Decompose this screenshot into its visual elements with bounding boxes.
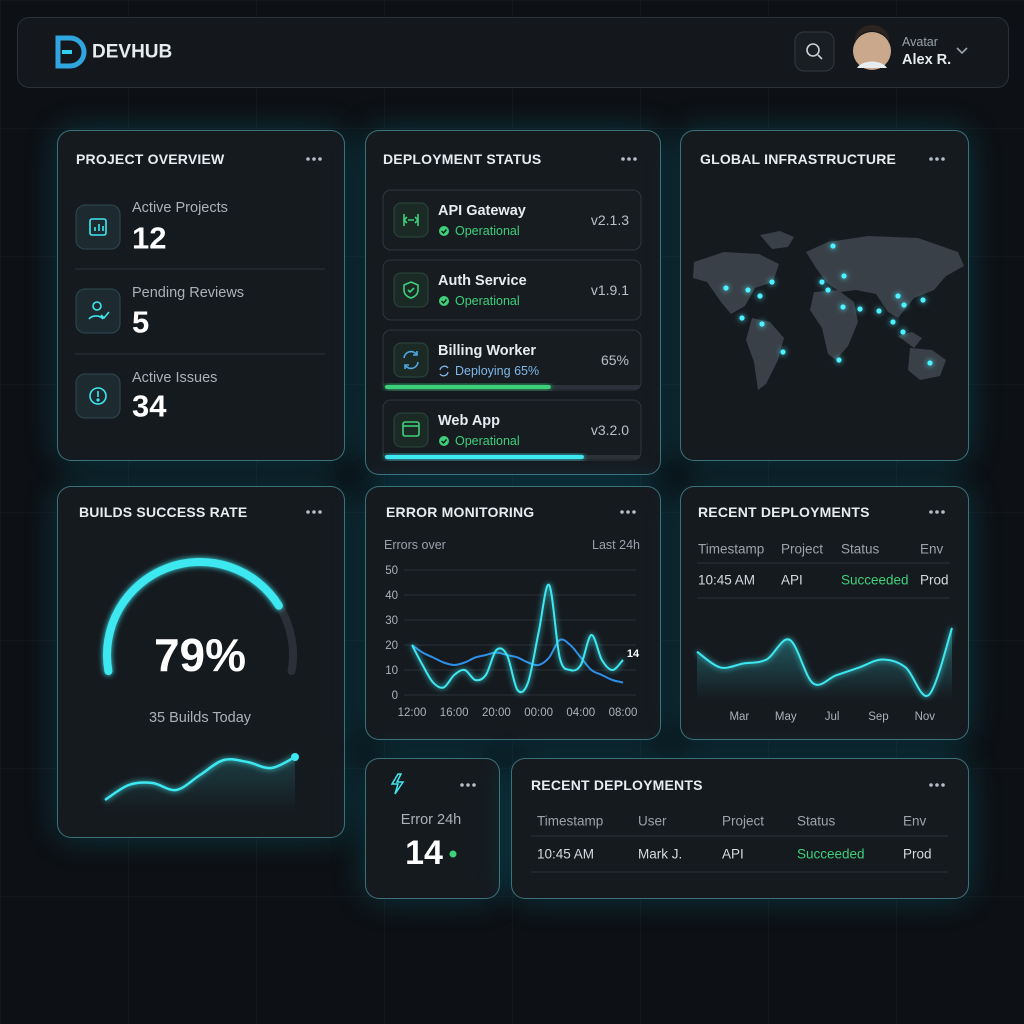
metric-label: Error 24h: [400, 811, 462, 828]
column-header: Project: [722, 813, 765, 829]
service-status: Deploying 65%: [455, 363, 540, 378]
metric-label: Pending Reviews: [132, 284, 245, 301]
table-cell: Succeeded: [841, 572, 909, 588]
user-name: Alex R.: [902, 51, 952, 68]
chart-period: Last 24h: [592, 537, 640, 552]
table-cell: 10:45 AM: [698, 572, 756, 588]
global-infrastructure-card: [680, 130, 969, 461]
card-title: GLOBAL INFRASTRUCTURE: [700, 151, 897, 167]
table-cell: Prod: [903, 846, 932, 862]
service-status: Operational: [455, 223, 520, 238]
card-title: RECENT DEPLOYMENTS: [698, 504, 870, 520]
service-version: v2.1.3: [590, 212, 629, 228]
table-cell: API: [722, 846, 744, 862]
table-cell: Prod: [920, 572, 949, 588]
column-header: Status: [841, 541, 880, 557]
service-name: Billing Worker: [438, 342, 537, 359]
card-title: PROJECT OVERVIEW: [76, 151, 225, 167]
table-cell: Succeeded: [797, 846, 865, 862]
card-title: ERROR MONITORING: [386, 504, 535, 520]
table-cell: 10:45 AM: [537, 846, 595, 862]
column-header: User: [638, 813, 667, 829]
brand: DEVHUB: [92, 41, 173, 63]
table-cell: Mark J.: [638, 846, 683, 862]
metric-label: Active Issues: [132, 369, 218, 386]
chart-subtitle: Errors over: [384, 537, 446, 552]
service-version: v1.9.1: [590, 282, 629, 298]
top-bar: [17, 17, 1009, 88]
service-version: 65%: [600, 352, 629, 368]
service-status: Operational: [455, 293, 520, 308]
column-header: Timestamp: [698, 541, 765, 557]
error-monitoring-card: [365, 486, 661, 740]
gauge-value: 79%: [153, 629, 247, 681]
card-title: BUILDS SUCCESS RATE: [79, 504, 248, 520]
card-title: DEPLOYMENT STATUS: [383, 151, 542, 167]
column-header: Status: [797, 813, 836, 829]
column-header: Project: [781, 541, 824, 557]
service-name: API Gateway: [438, 202, 526, 219]
metric-value: 12: [132, 220, 167, 256]
service-status: Operational: [455, 433, 520, 448]
service-name: Web App: [438, 412, 501, 429]
service-version: v3.2.0: [590, 422, 629, 438]
gauge-caption: 35 Builds Today: [148, 709, 252, 726]
table-cell: API: [781, 572, 803, 588]
column-header: Env: [920, 541, 944, 557]
column-header: Timestamp: [537, 813, 604, 829]
service-name: Auth Service: [438, 272, 527, 289]
metric-value: 14: [405, 834, 443, 872]
metric-value: 34: [132, 388, 167, 424]
card-title: RECENT DEPLOYMENTS: [531, 777, 703, 793]
metric-value: 5: [132, 304, 150, 340]
column-header: Env: [903, 813, 927, 829]
metric-label: Active Projects: [132, 199, 228, 216]
avatar-label: Avatar: [902, 34, 938, 49]
recent-deployments-table-card: [511, 758, 969, 899]
recent-deployments-card: [680, 486, 969, 740]
error-24h-card: [365, 758, 500, 899]
